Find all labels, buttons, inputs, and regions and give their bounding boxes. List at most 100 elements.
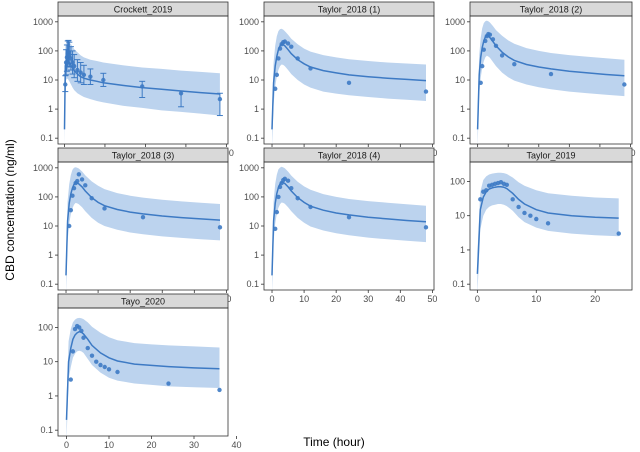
observed-point — [282, 176, 288, 181]
observed-point — [102, 364, 107, 370]
observed-point — [346, 215, 352, 220]
observed-point — [516, 204, 521, 210]
observed-point — [139, 84, 145, 89]
observed-point — [522, 210, 527, 216]
observed-point — [512, 61, 517, 67]
plot-area — [271, 166, 429, 290]
observed-point — [487, 32, 493, 37]
observed-point — [622, 82, 627, 87]
prediction-band — [272, 166, 426, 290]
observed-point — [478, 197, 483, 202]
observed-point — [75, 178, 80, 184]
observed-point — [545, 221, 551, 226]
observed-point — [68, 207, 74, 213]
observed-point — [106, 367, 112, 372]
y-tick-label: 0.1 — [40, 425, 53, 435]
observed-point — [423, 225, 429, 230]
y-tick-label: 0.1 — [246, 133, 259, 143]
observed-point — [76, 172, 82, 177]
x-tick-label: 30 — [189, 440, 199, 450]
panel-title: Taylor_2018 (4) — [318, 151, 381, 161]
y-tick-label: 100 — [38, 192, 53, 202]
x-axis-title: Time (hour) — [303, 435, 365, 449]
observed-point — [273, 86, 278, 91]
x-tick-label: 40 — [231, 440, 241, 450]
observed-point — [75, 67, 80, 73]
panel-border — [469, 161, 633, 291]
y-tick-label: 10 — [455, 211, 465, 221]
observed-point — [295, 56, 300, 61]
observed-point — [77, 325, 82, 330]
y-tick-label: 1 — [460, 245, 465, 255]
y-tick-label: 100 — [38, 322, 53, 332]
observed-point — [289, 44, 294, 49]
observed-point — [480, 63, 485, 69]
panel-title: Tayo_2020 — [121, 297, 165, 307]
observed-point — [285, 178, 291, 183]
x-tick-label: 10 — [531, 294, 541, 304]
x-tick-label: 50 — [427, 294, 437, 304]
median-line — [271, 181, 427, 276]
x-tick-label: 10 — [104, 440, 114, 450]
y-tick-label: 10 — [43, 221, 53, 231]
observed-point — [490, 37, 496, 42]
observed-point — [81, 72, 87, 78]
observed-point — [115, 369, 120, 375]
observed-point — [289, 185, 294, 191]
prediction-band — [272, 28, 426, 144]
y-tick-label: 1000 — [239, 163, 259, 173]
observed-point — [70, 349, 76, 354]
prediction-band — [66, 167, 220, 290]
observed-point — [79, 328, 84, 333]
observed-point — [217, 387, 222, 393]
observed-point — [81, 335, 86, 340]
observed-point — [423, 89, 429, 94]
observed-point — [68, 377, 73, 382]
y-tick-label: 0.1 — [246, 279, 259, 289]
observed-point — [274, 72, 280, 78]
x-tick-label: 0 — [475, 294, 480, 304]
y-tick-label: 10 — [43, 357, 53, 367]
panel-title: Taylor_2018 (1) — [318, 5, 381, 15]
y-tick-label: 1000 — [33, 163, 53, 173]
observed-point — [274, 209, 280, 215]
observed-point — [499, 53, 505, 58]
observed-point — [63, 82, 68, 87]
y-tick-label: 1 — [48, 104, 53, 114]
y-tick-label: 1000 — [239, 17, 259, 27]
panel-6: Taylor_2019 0.1 1 10 100 0 10 20 — [450, 147, 633, 304]
observed-point — [88, 74, 93, 79]
plot-area — [271, 28, 429, 144]
plot-area — [62, 39, 223, 144]
observed-point — [71, 185, 77, 191]
y-tick-label: 100 — [450, 46, 465, 56]
y-tick-label: 0.1 — [40, 133, 53, 143]
y-tick-label: 100 — [38, 46, 53, 56]
prediction-band — [66, 317, 220, 436]
y-tick-label: 1000 — [33, 17, 53, 27]
observed-point — [94, 359, 99, 364]
observed-point — [308, 66, 313, 71]
x-tick-label: 20 — [590, 294, 600, 304]
median-line — [65, 330, 220, 420]
observed-point — [89, 196, 94, 201]
prediction-band — [477, 20, 625, 144]
observed-point — [616, 231, 621, 236]
observed-point — [277, 184, 283, 190]
observed-point — [534, 216, 539, 222]
panel-title: Taylor_2018 (3) — [112, 151, 175, 161]
y-tick-label: 0.1 — [40, 279, 53, 289]
observed-point — [70, 60, 75, 65]
median-line — [271, 43, 427, 130]
observed-point — [78, 70, 83, 75]
observed-point — [67, 223, 72, 229]
x-tick-label: 10 — [299, 294, 309, 304]
x-tick-label: 0 — [270, 294, 275, 304]
observed-point — [98, 362, 103, 368]
y-tick-label: 0.1 — [452, 279, 465, 289]
observed-point — [70, 193, 75, 198]
y-tick-label: 10 — [455, 75, 465, 85]
y-tick-label: 10 — [249, 221, 259, 231]
